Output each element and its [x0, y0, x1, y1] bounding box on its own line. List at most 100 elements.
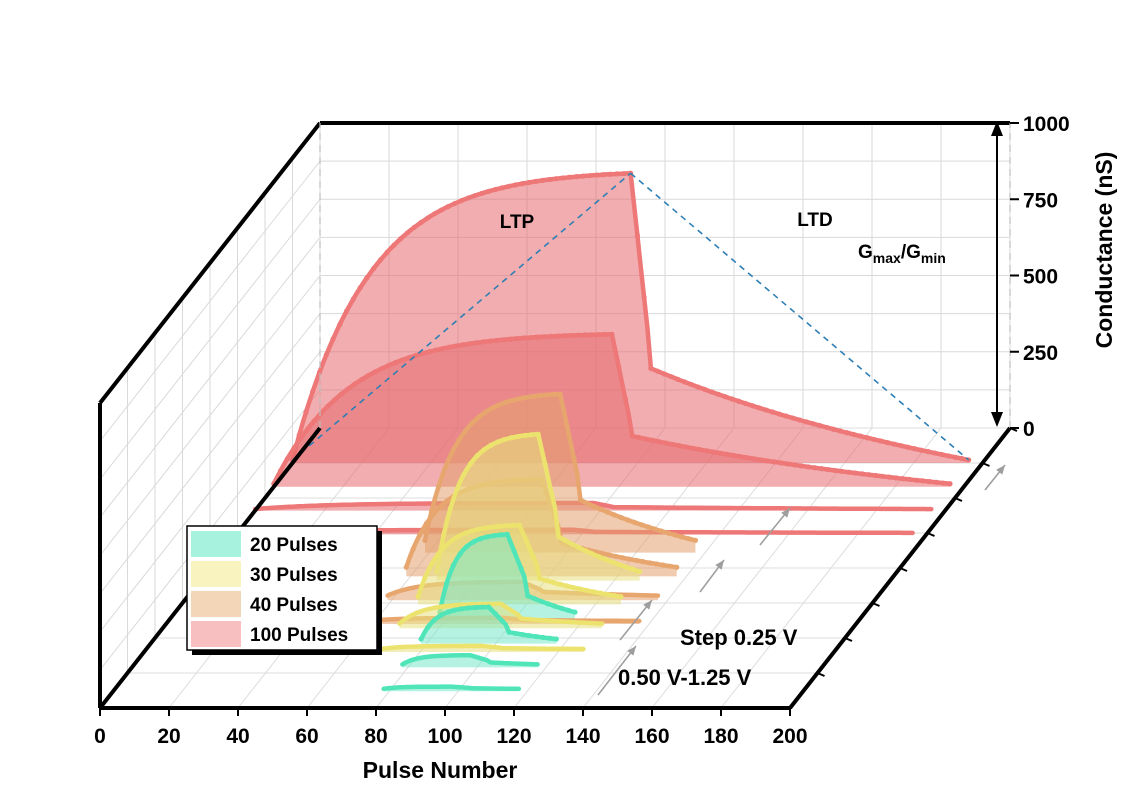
data-point [528, 432, 535, 438]
legend-swatch [191, 621, 241, 647]
data-point [474, 340, 480, 346]
series-line [400, 652, 540, 667]
data-point [611, 593, 617, 599]
data-point [629, 433, 635, 439]
data-point [510, 522, 516, 528]
data-point [498, 532, 504, 538]
data-point [543, 577, 550, 584]
data-point [618, 514, 624, 521]
data-point [724, 451, 730, 457]
data-point [277, 468, 284, 474]
data-point [337, 321, 343, 328]
series-30-pulses-050 [378, 643, 586, 652]
data-point [913, 477, 919, 483]
z-axis-title: Conductance (nS) [1091, 152, 1117, 349]
x-tick-label: 200 [772, 725, 807, 748]
data-point [449, 537, 455, 544]
data-point [521, 335, 527, 341]
legend-label: 30 Pulses [250, 565, 338, 586]
data-point [480, 339, 487, 345]
data-point [352, 381, 358, 387]
data-point [456, 533, 462, 539]
data-point [940, 480, 946, 486]
depth-tick-mark [927, 532, 935, 537]
data-point [426, 349, 432, 355]
data-point [323, 352, 329, 358]
grid-line [99, 351, 321, 633]
data-point [548, 333, 554, 339]
data-point [561, 333, 568, 339]
data-point [692, 537, 699, 544]
data-point [886, 474, 892, 480]
data-point [797, 417, 803, 423]
legend-swatch [191, 561, 241, 587]
data-point [564, 423, 570, 429]
data-point [410, 546, 416, 552]
data-point [918, 447, 924, 453]
series-20-pulses-100 [418, 604, 559, 644]
data-point [483, 409, 489, 415]
data-point [418, 219, 424, 226]
data-point [709, 389, 715, 395]
data-point [371, 265, 377, 272]
data-point [523, 538, 529, 544]
data-point [572, 609, 578, 615]
x-tick-label: 0 [94, 725, 106, 748]
data-point [570, 584, 577, 591]
z-tick-label: 1000 [1023, 113, 1070, 136]
data-point [530, 393, 536, 400]
data-point [558, 605, 565, 611]
x-axis-title: Pulse Number [363, 757, 518, 783]
data-point [906, 476, 913, 483]
data-point [372, 369, 378, 375]
data-point [555, 533, 562, 540]
series-area [273, 334, 950, 487]
data-point [947, 481, 953, 487]
data-point [350, 296, 356, 302]
series-line [252, 500, 934, 512]
data-point [447, 506, 453, 512]
data-point [676, 443, 683, 449]
data-point [729, 396, 735, 402]
z-tick-label: 500 [1023, 266, 1058, 289]
data-point [506, 629, 512, 635]
data-point [526, 179, 532, 186]
data-point [562, 537, 568, 544]
series-100-pulses-100 [271, 331, 953, 487]
data-point [569, 541, 575, 547]
data-point [474, 453, 480, 459]
annotation-ltp: LTP [500, 212, 535, 233]
data-point [776, 411, 782, 417]
data-point [614, 171, 620, 177]
x-tick-label: 180 [703, 725, 738, 748]
data-point [939, 451, 945, 458]
data-point [298, 435, 304, 441]
data-point [496, 523, 502, 529]
data-point [291, 445, 297, 451]
data-point [643, 436, 649, 442]
data-point [399, 357, 405, 363]
data-point [540, 177, 546, 184]
data-point [479, 190, 485, 196]
data-point [564, 583, 570, 589]
data-point [665, 530, 671, 536]
data-point [460, 342, 466, 348]
data-point [790, 415, 796, 421]
data-point [432, 617, 438, 623]
data-point [697, 446, 703, 453]
data-point [469, 420, 475, 426]
data-point [824, 424, 830, 431]
depth-arrows [597, 464, 1006, 696]
data-point [565, 607, 571, 613]
data-point [513, 182, 519, 188]
data-point [496, 402, 502, 408]
data-point [516, 522, 523, 528]
data-point [458, 197, 465, 204]
data-point [437, 504, 443, 510]
data-point [481, 447, 487, 453]
data-point [603, 556, 609, 563]
depth-tick-mark [1009, 427, 1018, 432]
data-point [616, 364, 622, 370]
data-point [580, 173, 586, 179]
